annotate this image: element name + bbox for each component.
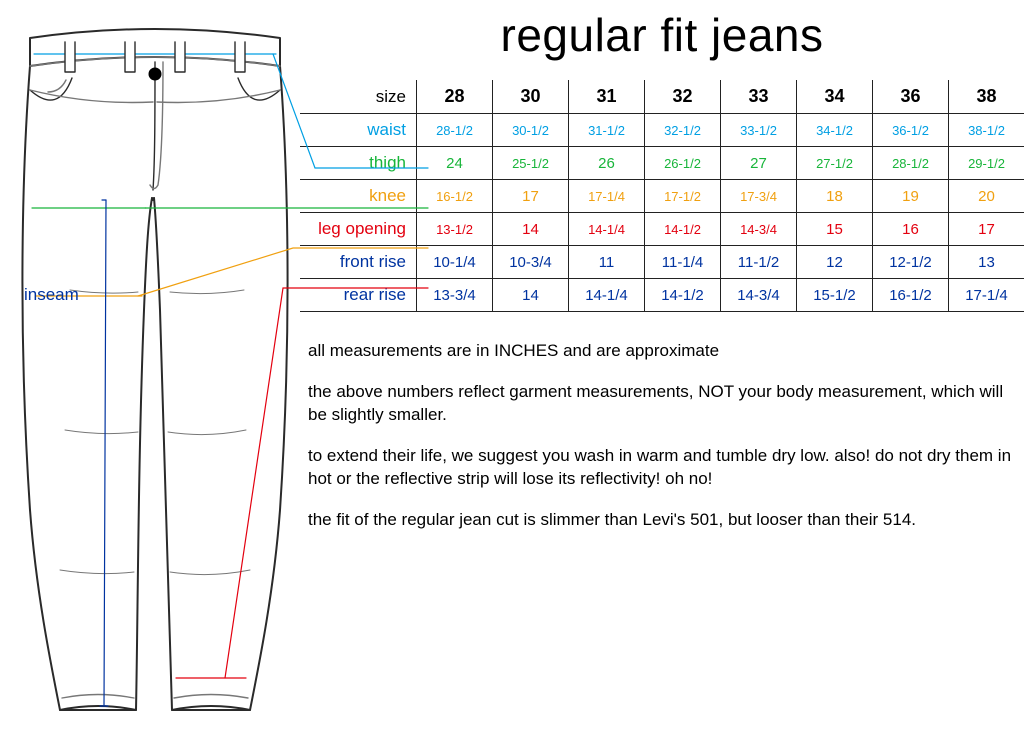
cell-leg-opening-31: 14-1/4 bbox=[568, 213, 644, 245]
cell-front-rise-32: 11-1/4 bbox=[644, 246, 720, 278]
cell-front-rise-31: 11 bbox=[568, 246, 644, 278]
cell-thigh-31: 26 bbox=[568, 147, 644, 179]
row-label-waist: waist bbox=[300, 114, 416, 146]
cell-knee-36: 19 bbox=[872, 180, 948, 212]
note-0: all measurements are in INCHES and are a… bbox=[308, 340, 1016, 363]
cell-front-rise-34: 12 bbox=[796, 246, 872, 278]
size-header-30: 30 bbox=[492, 80, 568, 113]
cell-knee-30: 17 bbox=[492, 180, 568, 212]
jeans-diagram: inseam bbox=[0, 0, 300, 730]
table-row-waist: waist28-1/230-1/231-1/232-1/233-1/234-1/… bbox=[300, 114, 1024, 147]
cell-front-rise-36: 12-1/2 bbox=[872, 246, 948, 278]
table-row-knee: knee16-1/21717-1/417-1/217-3/4181920 bbox=[300, 180, 1024, 213]
cell-knee-32: 17-1/2 bbox=[644, 180, 720, 212]
cell-thigh-28: 24 bbox=[416, 147, 492, 179]
notes-section: all measurements are in INCHES and are a… bbox=[300, 312, 1024, 532]
cell-rear-rise-32: 14-1/2 bbox=[644, 279, 720, 311]
size-header-38: 38 bbox=[948, 80, 1024, 113]
cell-waist-31: 31-1/2 bbox=[568, 114, 644, 146]
cell-front-rise-38: 13 bbox=[948, 246, 1024, 278]
cell-waist-28: 28-1/2 bbox=[416, 114, 492, 146]
cell-waist-30: 30-1/2 bbox=[492, 114, 568, 146]
cell-thigh-34: 27-1/2 bbox=[796, 147, 872, 179]
row-label-rear-rise: rear rise bbox=[300, 279, 416, 311]
table-row-thigh: thigh2425-1/22626-1/22727-1/228-1/229-1/… bbox=[300, 147, 1024, 180]
size-header-36: 36 bbox=[872, 80, 948, 113]
cell-knee-38: 20 bbox=[948, 180, 1024, 212]
row-label-leg-opening: leg opening bbox=[300, 213, 416, 245]
note-1: the above numbers reflect garment measur… bbox=[308, 381, 1016, 427]
cell-rear-rise-31: 14-1/4 bbox=[568, 279, 644, 311]
row-label-thigh: thigh bbox=[300, 147, 416, 179]
cell-front-rise-30: 10-3/4 bbox=[492, 246, 568, 278]
cell-rear-rise-30: 14 bbox=[492, 279, 568, 311]
note-3: the fit of the regular jean cut is slimm… bbox=[308, 509, 1016, 532]
note-2: to extend their life, we suggest you was… bbox=[308, 445, 1016, 491]
cell-knee-28: 16-1/2 bbox=[416, 180, 492, 212]
size-header-label: size bbox=[300, 80, 416, 113]
cell-thigh-38: 29-1/2 bbox=[948, 147, 1024, 179]
row-label-front-rise: front rise bbox=[300, 246, 416, 278]
cell-leg-opening-33: 14-3/4 bbox=[720, 213, 796, 245]
cell-front-rise-28: 10-1/4 bbox=[416, 246, 492, 278]
cell-rear-rise-33: 14-3/4 bbox=[720, 279, 796, 311]
cell-knee-34: 18 bbox=[796, 180, 872, 212]
table-header-row: size2830313233343638 bbox=[300, 80, 1024, 114]
cell-front-rise-33: 11-1/2 bbox=[720, 246, 796, 278]
cell-leg-opening-28: 13-1/2 bbox=[416, 213, 492, 245]
size-header-34: 34 bbox=[796, 80, 872, 113]
cell-rear-rise-34: 15-1/2 bbox=[796, 279, 872, 311]
table-row-rear-rise: rear rise13-3/41414-1/414-1/214-3/415-1/… bbox=[300, 279, 1024, 312]
cell-leg-opening-38: 17 bbox=[948, 213, 1024, 245]
size-header-32: 32 bbox=[644, 80, 720, 113]
size-header-28: 28 bbox=[416, 80, 492, 113]
inseam-label: inseam bbox=[24, 285, 79, 304]
cell-rear-rise-38: 17-1/4 bbox=[948, 279, 1024, 311]
cell-thigh-36: 28-1/2 bbox=[872, 147, 948, 179]
cell-rear-rise-28: 13-3/4 bbox=[416, 279, 492, 311]
cell-rear-rise-36: 16-1/2 bbox=[872, 279, 948, 311]
cell-waist-34: 34-1/2 bbox=[796, 114, 872, 146]
table-row-leg-opening: leg opening13-1/21414-1/414-1/214-3/4151… bbox=[300, 213, 1024, 246]
cell-leg-opening-34: 15 bbox=[796, 213, 872, 245]
cell-thigh-30: 25-1/2 bbox=[492, 147, 568, 179]
cell-waist-36: 36-1/2 bbox=[872, 114, 948, 146]
page-title: regular fit jeans bbox=[300, 8, 1024, 62]
cell-knee-33: 17-3/4 bbox=[720, 180, 796, 212]
cell-thigh-32: 26-1/2 bbox=[644, 147, 720, 179]
cell-waist-32: 32-1/2 bbox=[644, 114, 720, 146]
size-header-31: 31 bbox=[568, 80, 644, 113]
cell-thigh-33: 27 bbox=[720, 147, 796, 179]
row-label-knee: knee bbox=[300, 180, 416, 212]
size-table: size2830313233343638waist28-1/230-1/231-… bbox=[300, 80, 1024, 312]
table-row-front-rise: front rise10-1/410-3/41111-1/411-1/21212… bbox=[300, 246, 1024, 279]
cell-leg-opening-36: 16 bbox=[872, 213, 948, 245]
cell-waist-38: 38-1/2 bbox=[948, 114, 1024, 146]
cell-leg-opening-30: 14 bbox=[492, 213, 568, 245]
jeans-svg: inseam bbox=[10, 10, 300, 730]
cell-knee-31: 17-1/4 bbox=[568, 180, 644, 212]
cell-leg-opening-32: 14-1/2 bbox=[644, 213, 720, 245]
size-header-33: 33 bbox=[720, 80, 796, 113]
cell-waist-33: 33-1/2 bbox=[720, 114, 796, 146]
